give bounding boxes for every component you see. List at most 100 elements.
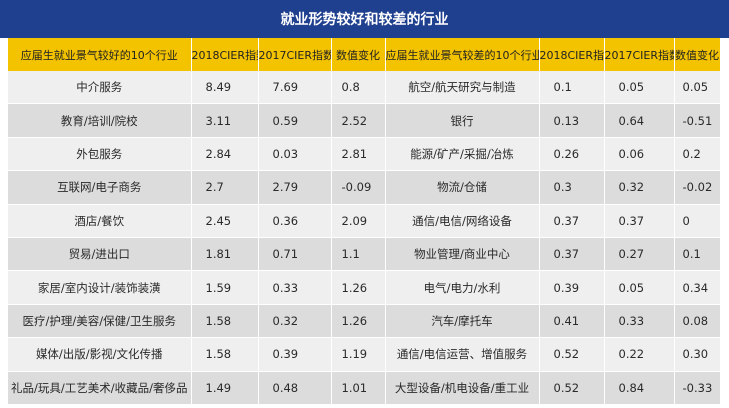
table-title: 就业形势较好和较差的行业 <box>0 0 729 38</box>
cell-good-2018-index: 1.81 <box>191 237 259 272</box>
header-poor-2018-index: 2018CIER指数 <box>539 38 605 71</box>
cell-poor-change: -0.51 <box>674 103 721 138</box>
table-row: 媒体/出版/影视/文化传播 1.58 0.39 1.19 通信/电信运营、增值服务 0.5… <box>8 337 721 372</box>
table-row: 礼品/玩具/工艺美术/收藏品/奢侈品 1.49 0.48 1.01 大型设备/机电设备/… <box>8 371 721 405</box>
cell-good-industry: 家居/室内设计/装饰装潢 <box>8 270 192 305</box>
cell-good-change: 1.1 <box>331 237 386 272</box>
cell-good-industry: 媒体/出版/影视/文化传播 <box>8 337 192 372</box>
cell-good-2018-index: 1.49 <box>191 371 259 405</box>
cell-good-2017-index: 0.32 <box>258 304 332 339</box>
cell-good-2018-index: 3.11 <box>191 103 259 138</box>
cell-good-industry: 教育/培训/院校 <box>8 103 192 138</box>
cell-good-industry: 酒店/餐饮 <box>8 204 192 238</box>
cell-poor-industry: 物流/仓储 <box>385 170 540 205</box>
cell-poor-2018-index: 0.41 <box>539 304 605 339</box>
cell-poor-2017-index: 0.06 <box>604 137 675 172</box>
cell-good-2017-index: 2.79 <box>258 170 332 205</box>
cell-poor-industry: 电气/电力/水利 <box>385 270 540 305</box>
cell-good-change: 2.81 <box>331 137 386 172</box>
table-row: 家居/室内设计/装饰装潢 1.59 0.33 1.26 电气/电力/水利 0.39 0.05… <box>8 270 721 305</box>
cell-poor-industry: 通信/电信运营、增值服务 <box>385 337 540 372</box>
table-row: 贸易/进出口 1.81 0.71 1.1 物业管理/商业中心 0.37 0.27 0.1 <box>8 237 721 272</box>
cell-good-2018-index: 2.7 <box>191 170 259 205</box>
cell-poor-change: 0.30 <box>674 337 721 372</box>
cell-good-change: 1.26 <box>331 304 386 339</box>
cell-poor-2017-index: 0.37 <box>604 204 675 238</box>
cell-good-change: 1.19 <box>331 337 386 372</box>
header-good-industries: 应届生就业景气较好的10个行业 <box>8 38 192 71</box>
cell-good-industry: 互联网/电子商务 <box>8 170 192 205</box>
cell-good-2017-index: 0.59 <box>258 103 332 138</box>
cell-poor-2018-index: 0.1 <box>539 71 605 105</box>
cell-good-industry: 医疗/护理/美容/保健/卫生服务 <box>8 304 192 339</box>
header-poor-industries: 应届生就业景气较差的10个行业 <box>385 38 540 71</box>
cell-poor-change: 0.2 <box>674 137 721 172</box>
cell-good-change: -0.09 <box>331 170 386 205</box>
cell-poor-2017-index: 0.22 <box>604 337 675 372</box>
cell-good-2017-index: 0.71 <box>258 237 332 272</box>
cell-poor-2018-index: 0.39 <box>539 270 605 305</box>
header-poor-2017-index: 2017CIER指数 <box>604 38 675 71</box>
cell-poor-change: 0.34 <box>674 270 721 305</box>
cell-poor-2017-index: 0.27 <box>604 237 675 272</box>
cell-good-2017-index: 0.03 <box>258 137 332 172</box>
cell-good-2017-index: 0.48 <box>258 371 332 405</box>
cell-poor-change: 0.05 <box>674 71 721 105</box>
table-row: 中介服务 8.49 7.69 0.8 航空/航天研究与制造 0.1 0.05 0.05 <box>8 71 721 105</box>
table-row: 教育/培训/院校 3.11 0.59 2.52 银行 0.13 0.64 -0.51 <box>8 103 721 138</box>
cell-poor-change: 0.1 <box>674 237 721 272</box>
cell-poor-change: -0.33 <box>674 371 721 405</box>
cell-good-industry: 外包服务 <box>8 137 192 172</box>
cell-good-change: 1.26 <box>331 270 386 305</box>
cell-good-change: 2.52 <box>331 103 386 138</box>
header-good-2017-index: 2017CIER指数 <box>258 38 332 71</box>
cell-poor-2017-index: 0.33 <box>604 304 675 339</box>
cell-poor-change: 0.08 <box>674 304 721 339</box>
table-row: 酒店/餐饮 2.45 0.36 2.09 通信/电信/网络设备 0.37 0.37 0 <box>8 204 721 238</box>
cell-good-change: 1.01 <box>331 371 386 405</box>
industry-table: 应届生就业景气较好的10个行业 2018CIER指数 2017CIER指数 数值… <box>8 38 721 405</box>
header-good-2018-index: 2018CIER指数 <box>191 38 259 71</box>
cell-poor-industry: 航空/航天研究与制造 <box>385 71 540 105</box>
table-row: 外包服务 2.84 0.03 2.81 能源/矿产/采掘/冶炼 0.26 0.06 0.2 <box>8 137 721 172</box>
cell-good-2017-index: 0.39 <box>258 337 332 372</box>
cell-poor-2018-index: 0.52 <box>539 371 605 405</box>
header-row: 应届生就业景气较好的10个行业 2018CIER指数 2017CIER指数 数值… <box>8 38 721 71</box>
cell-poor-industry: 物业管理/商业中心 <box>385 237 540 272</box>
cell-good-2018-index: 1.58 <box>191 304 259 339</box>
cell-good-2018-index: 8.49 <box>191 71 259 105</box>
cell-good-industry: 贸易/进出口 <box>8 237 192 272</box>
cell-poor-change: 0 <box>674 204 721 238</box>
cell-poor-2018-index: 0.3 <box>539 170 605 205</box>
cell-poor-2018-index: 0.13 <box>539 103 605 138</box>
cell-good-change: 2.09 <box>331 204 386 238</box>
cell-poor-2018-index: 0.52 <box>539 337 605 372</box>
cell-poor-2017-index: 0.32 <box>604 170 675 205</box>
header-good-change: 数值变化 <box>331 38 386 71</box>
cell-poor-2018-index: 0.26 <box>539 137 605 172</box>
cell-poor-industry: 银行 <box>385 103 540 138</box>
cell-poor-2017-index: 0.05 <box>604 71 675 105</box>
cell-good-2018-index: 1.59 <box>191 270 259 305</box>
cell-good-2018-index: 2.84 <box>191 137 259 172</box>
cell-good-industry: 礼品/玩具/工艺美术/收藏品/奢侈品 <box>8 371 192 405</box>
cell-poor-change: -0.02 <box>674 170 721 205</box>
cell-poor-industry: 大型设备/机电设备/重工业 <box>385 371 540 405</box>
cell-poor-2017-index: 0.64 <box>604 103 675 138</box>
cell-good-2017-index: 0.36 <box>258 204 332 238</box>
cell-good-2017-index: 0.33 <box>258 270 332 305</box>
cell-good-2018-index: 1.58 <box>191 337 259 372</box>
table-row: 互联网/电子商务 2.7 2.79 -0.09 物流/仓储 0.3 0.32 -0.02 <box>8 170 721 205</box>
cell-good-2018-index: 2.45 <box>191 204 259 238</box>
header-poor-change: 数值变化 <box>674 38 721 71</box>
cell-good-industry: 中介服务 <box>8 71 192 105</box>
cell-poor-2017-index: 0.05 <box>604 270 675 305</box>
table-row: 医疗/护理/美容/保健/卫生服务 1.58 0.32 1.26 汽车/摩托车 0.41 0.… <box>8 304 721 339</box>
cell-poor-2017-index: 0.84 <box>604 371 675 405</box>
cell-poor-industry: 能源/矿产/采掘/冶炼 <box>385 137 540 172</box>
cell-good-2017-index: 7.69 <box>258 71 332 105</box>
cell-poor-industry: 通信/电信/网络设备 <box>385 204 540 238</box>
cell-poor-2018-index: 0.37 <box>539 237 605 272</box>
cell-poor-2018-index: 0.37 <box>539 204 605 238</box>
